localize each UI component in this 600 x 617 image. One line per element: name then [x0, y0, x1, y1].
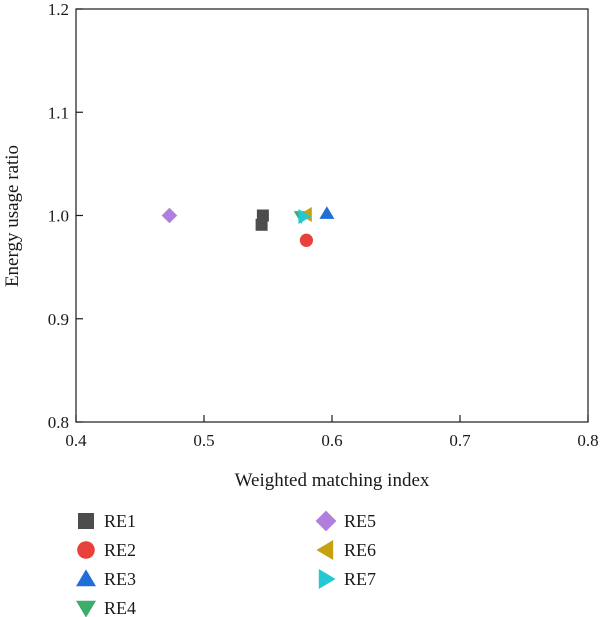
- legend-marker-re4: [76, 600, 96, 617]
- data-points: [161, 206, 335, 247]
- y-tick-label: 1.1: [48, 103, 69, 122]
- data-point-re5: [161, 207, 178, 224]
- legend-marker-re7: [318, 569, 336, 589]
- legend-label: RE5: [344, 511, 376, 531]
- x-tick-label: 0.7: [449, 431, 471, 450]
- legend-item-re4: RE4: [76, 598, 136, 617]
- legend-item-re6: RE6: [316, 540, 376, 560]
- x-axis: 0.4 0.5 0.6 0.7 0.8: [65, 415, 599, 450]
- legend-marker-re1: [78, 513, 94, 529]
- x-axis-label: Weighted matching index: [235, 470, 430, 491]
- legend: RE1 RE2 RE3 RE4 RE5 RE6 RE7: [76, 510, 376, 617]
- data-point-re2: [299, 233, 313, 247]
- legend-marker-re3: [76, 569, 96, 587]
- data-point-re1: [256, 209, 269, 222]
- legend-label: RE7: [344, 569, 376, 589]
- x-tick-label: 0.4: [65, 431, 87, 450]
- legend-label: RE1: [104, 511, 136, 531]
- legend-label: RE4: [104, 598, 136, 617]
- y-axis: 0.8 0.9 1.0 1.1 1.2: [48, 0, 83, 432]
- legend-item-re2: RE2: [77, 540, 136, 560]
- y-axis-label: Energy usage ratio: [2, 145, 23, 287]
- legend-item-re3: RE3: [76, 569, 136, 589]
- legend-item-re7: RE7: [318, 569, 376, 589]
- legend-marker-re5: [315, 510, 337, 532]
- x-tick-label: 0.5: [193, 431, 214, 450]
- legend-label: RE3: [104, 569, 136, 589]
- legend-label: RE6: [344, 540, 376, 560]
- data-point-re1: [255, 218, 268, 231]
- x-tick-label: 0.6: [321, 431, 342, 450]
- y-tick-label: 1.0: [48, 207, 69, 226]
- y-tick-label: 0.8: [48, 413, 69, 432]
- legend-label: RE2: [104, 540, 136, 560]
- legend-item-re5: RE5: [315, 510, 376, 532]
- data-point-re3: [319, 206, 335, 219]
- x-tick-label: 0.8: [577, 431, 598, 450]
- legend-marker-re2: [77, 541, 95, 559]
- data-point-re7: [298, 209, 312, 225]
- legend-marker-re6: [316, 540, 334, 560]
- legend-item-re1: RE1: [78, 511, 136, 531]
- y-tick-label: 0.9: [48, 310, 69, 329]
- y-tick-label: 1.2: [48, 0, 69, 19]
